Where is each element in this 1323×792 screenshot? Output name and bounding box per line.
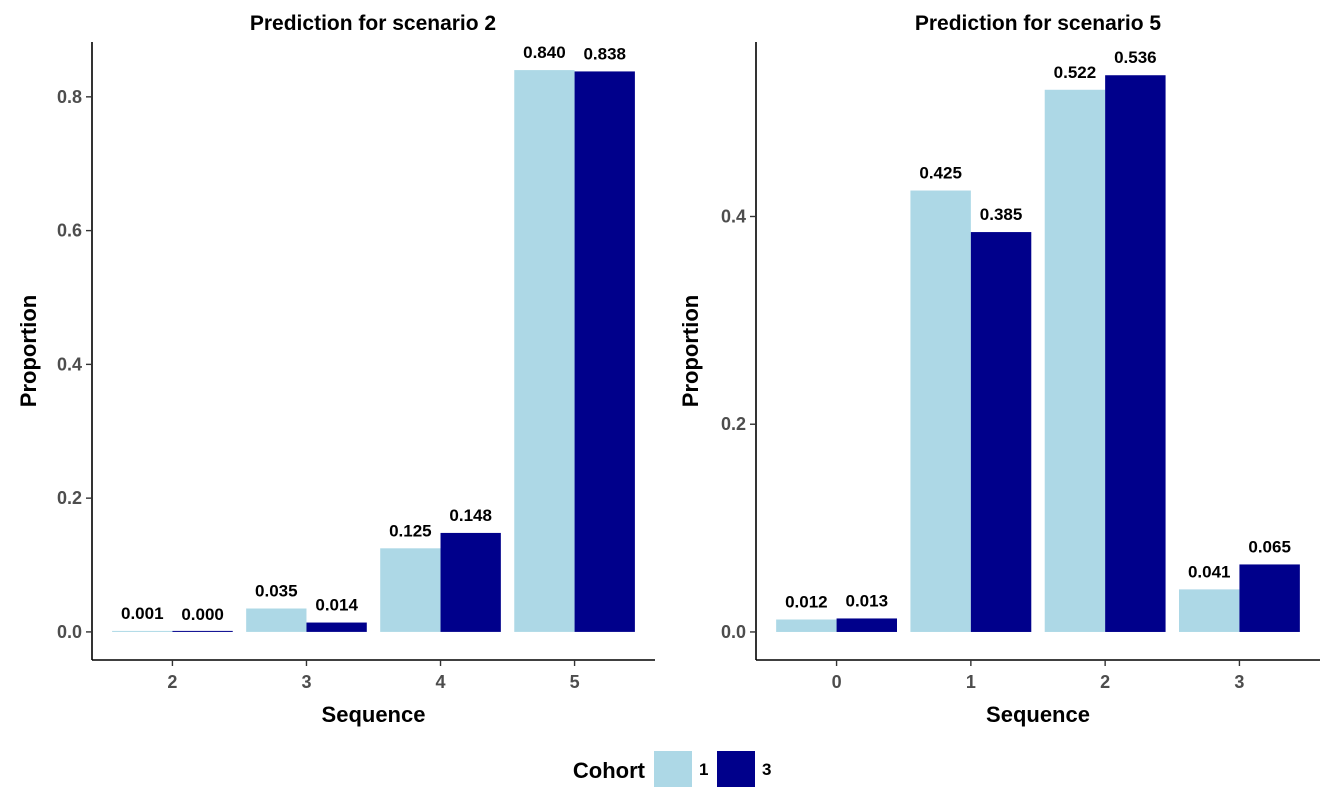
panel-2-x-tick-label: 3 — [1234, 672, 1244, 692]
panel-1-bar-cohort-1-seq-2 — [112, 630, 173, 632]
panel-1-y-axis-label: Proportion — [16, 295, 41, 407]
panel-1-x-tick-label: 5 — [570, 672, 580, 692]
panel-1-bar-label: 0.035 — [255, 582, 298, 601]
legend-title: Cohort — [573, 758, 646, 783]
panel-2-bar-cohort-3-seq-2 — [1105, 75, 1166, 632]
panel-2-y-axis-label: Proportion — [678, 295, 703, 407]
panel-2-bar-cohort-3-seq-1 — [970, 232, 1032, 632]
panel-2-x-tick-label: 0 — [832, 672, 842, 692]
panel-2-bar-label: 0.385 — [980, 205, 1023, 224]
panel-2-bar-label: 0.012 — [785, 592, 828, 611]
panel-2-bar-label: 0.536 — [1114, 48, 1157, 67]
panel-1-bar-label: 0.148 — [449, 506, 492, 525]
panel-1-bar-label: 0.001 — [121, 604, 164, 623]
panel-1-bar-label: 0.014 — [315, 596, 358, 615]
legend-label-3: 3 — [762, 760, 771, 779]
panel-2-y-tick-label: 0.2 — [721, 414, 746, 434]
legend-label-1: 1 — [699, 760, 708, 779]
panel-1-x-tick-label: 2 — [167, 672, 177, 692]
panel-2-bar-cohort-1-seq-3 — [1179, 589, 1240, 632]
panel-1-bar-cohort-3-seq-4 — [440, 532, 501, 632]
panel-2-x-axis-label: Sequence — [986, 702, 1090, 727]
panel-1-y-tick-label: 0.6 — [57, 221, 82, 241]
panel-1-title: Prediction for scenario 2 — [250, 12, 496, 35]
panel-1-y-tick-label: 0.2 — [57, 488, 82, 508]
panel-2-bar-cohort-1-seq-0 — [776, 619, 837, 632]
panel-1-bar-label: 0.000 — [181, 605, 224, 624]
legend-swatch-3 — [717, 751, 755, 787]
panel-1-x-tick-label: 3 — [301, 672, 311, 692]
panel-1-bar-label: 0.125 — [389, 521, 432, 540]
panel-1-bar-cohort-1-seq-4 — [380, 548, 441, 632]
panel-2-bar-label: 0.041 — [1188, 562, 1231, 581]
panel-1-y-tick-label: 0.4 — [57, 354, 82, 374]
panel-2-bar-label: 0.522 — [1054, 63, 1097, 82]
panel-2-bar-label: 0.425 — [919, 164, 962, 183]
panel-2-bar-cohort-1-seq-1 — [910, 190, 971, 632]
panel-2-bar-label: 0.065 — [1248, 537, 1291, 556]
panel-2-bar-cohort-1-seq-2 — [1044, 89, 1106, 632]
panel-1-bar-cohort-1-seq-3 — [246, 608, 307, 632]
panel-2-x-tick-label: 2 — [1100, 672, 1110, 692]
panel-1-x-axis-label: Sequence — [322, 702, 426, 727]
panel-1-bar-cohort-1-seq-5 — [514, 70, 575, 632]
legend-swatch-1 — [654, 751, 692, 787]
panel-1-x-tick-label: 4 — [436, 672, 446, 692]
panel-1-y-tick-label: 0.0 — [57, 622, 82, 642]
panel-1-bar-cohort-3-seq-5 — [574, 71, 635, 632]
panel-2-bar-cohort-3-seq-0 — [836, 618, 897, 632]
panel-2-y-tick-label: 0.4 — [721, 206, 746, 226]
panel-1-bar-cohort-3-seq-3 — [306, 622, 367, 632]
panel-2-title: Prediction for scenario 5 — [915, 12, 1162, 35]
panel-2-y-tick-label: 0.0 — [721, 622, 746, 642]
panel-2-bar-label: 0.013 — [846, 591, 889, 610]
panel-2-x-tick-label: 1 — [966, 672, 976, 692]
panel-1-bar-cohort-3-seq-2 — [172, 630, 233, 632]
panel-1-y-tick-label: 0.8 — [57, 87, 82, 107]
panel-1-bar-label: 0.840 — [523, 43, 566, 62]
panel-2-bar-cohort-3-seq-3 — [1239, 564, 1300, 632]
panel-1-bar-label: 0.838 — [583, 44, 626, 63]
